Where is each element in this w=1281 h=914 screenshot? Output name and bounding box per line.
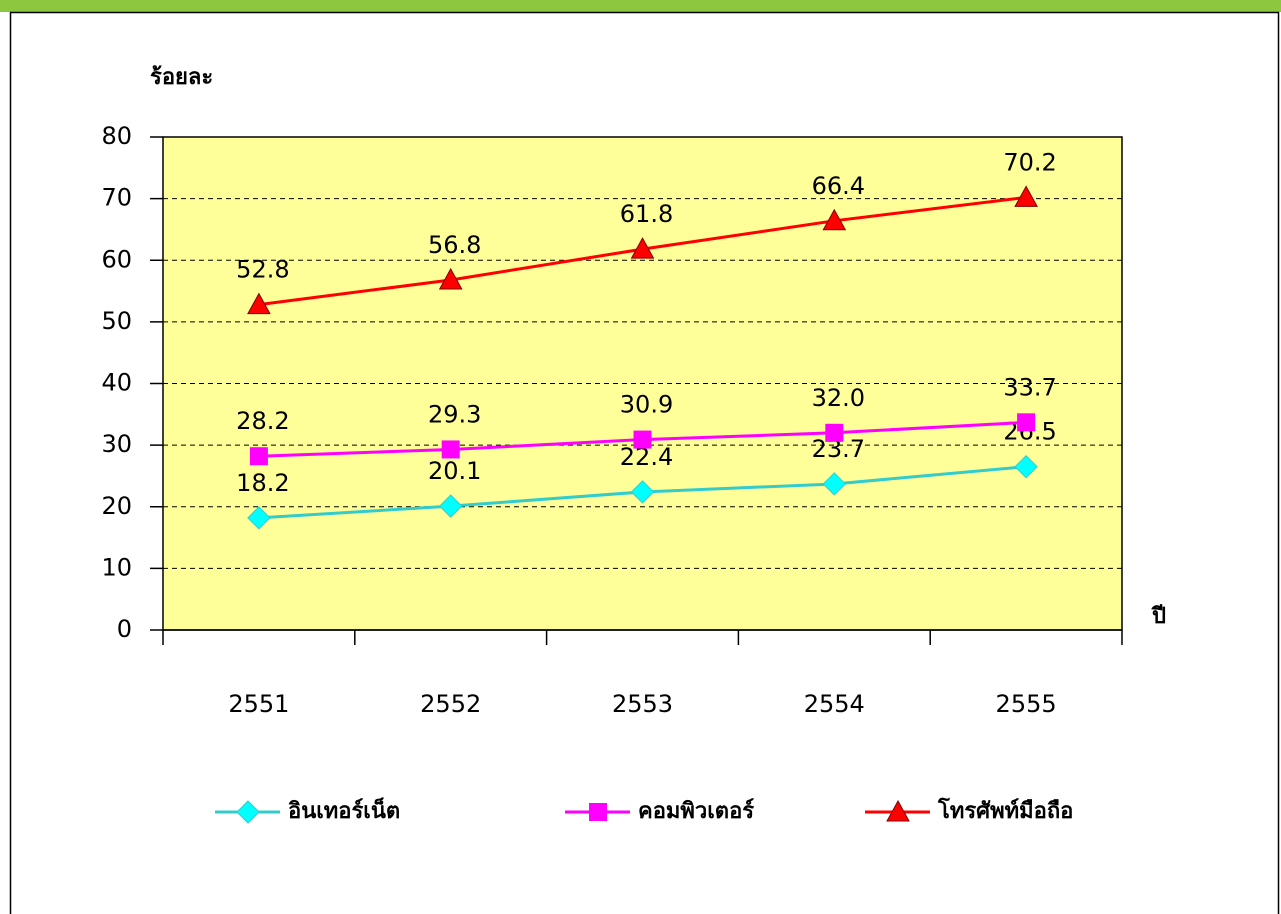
x-axis-label: ปี [1151, 604, 1166, 629]
x-tick-label: 2552 [420, 690, 481, 718]
y-tick-label: 80 [101, 122, 132, 150]
data-label: 66.4 [812, 172, 865, 200]
x-tick-label: 2554 [804, 690, 865, 718]
legend-label: โทรศัพท์มือถือ [937, 797, 1073, 824]
data-label: 33.7 [1003, 373, 1056, 401]
data-label: 20.1 [428, 457, 481, 485]
x-tick-label: 2555 [996, 690, 1057, 718]
data-label: 18.2 [236, 469, 289, 497]
x-tick-label: 2553 [612, 690, 673, 718]
marker [1017, 413, 1036, 432]
y-tick-label: 30 [101, 430, 132, 458]
marker [438, 267, 463, 290]
y-tick-label: 20 [101, 492, 132, 520]
marker [630, 237, 655, 259]
y-tick-label: 50 [101, 307, 132, 335]
y-tick-label: 60 [101, 245, 132, 273]
marker [1014, 454, 1038, 479]
marker [1014, 185, 1038, 207]
data-label: 61.8 [620, 200, 673, 228]
marker [822, 208, 847, 231]
marker [249, 447, 268, 466]
marker [438, 494, 463, 518]
legend-label: อินเทอร์เน็ต [288, 796, 400, 824]
data-label: 70.2 [1003, 148, 1056, 176]
legend-marker [886, 799, 910, 822]
marker [247, 292, 271, 315]
x-tick-label: 2551 [228, 690, 289, 718]
data-label: 28.2 [236, 407, 289, 435]
marker [247, 506, 271, 530]
marker [441, 440, 460, 459]
marker [825, 423, 844, 442]
marker [822, 472, 847, 496]
y-tick-label: 70 [101, 184, 132, 212]
y-tick-label: 10 [101, 553, 132, 581]
data-label: 56.8 [428, 231, 481, 259]
y-tick-label: 40 [101, 369, 132, 397]
legend-label: คอมพิวเตอร์ [638, 798, 754, 824]
data-label: 32.0 [812, 384, 865, 412]
data-label: 52.8 [236, 256, 289, 284]
top-bar [0, 0, 1281, 12]
data-label: 29.3 [428, 400, 481, 428]
y-tick-label: 0 [117, 615, 132, 643]
y-axis-label: ร้อยละ [150, 65, 213, 90]
data-label: 30.9 [620, 391, 673, 419]
legend-marker [236, 800, 260, 824]
marker [633, 430, 652, 449]
marker [630, 480, 655, 504]
legend-marker [589, 803, 607, 821]
